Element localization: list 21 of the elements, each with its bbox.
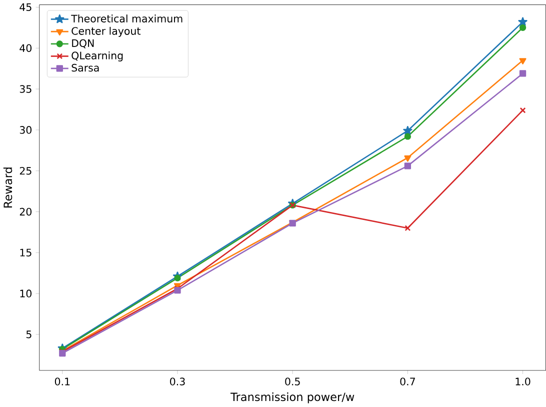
x-tick-label: 0.7 xyxy=(400,378,415,386)
y-tick-label: 10 xyxy=(20,290,32,298)
x-tick-label: 0.5 xyxy=(285,378,300,386)
legend-label: Center layout xyxy=(72,27,140,37)
y-tick-label: 45 xyxy=(20,4,32,12)
y-tick-label: 5 xyxy=(26,330,32,338)
y-tick-label: 15 xyxy=(20,248,32,257)
x-tick-label: 0.1 xyxy=(54,378,70,386)
y-tick-label: 35 xyxy=(20,85,32,94)
y-tick-label: 25 xyxy=(20,167,32,175)
legend-label: QLearning xyxy=(72,52,123,62)
y-tick-label: 30 xyxy=(20,126,32,134)
x-axis-title: Transmission power/w xyxy=(230,392,354,404)
y-tick-label: 20 xyxy=(20,208,32,216)
x-tick-label: 1.0 xyxy=(516,378,530,386)
y-axis-title: Reward xyxy=(3,168,12,208)
legend-label: DQN xyxy=(72,39,94,48)
legend-label: Theoretical maximum xyxy=(71,14,182,23)
x-tick-label: 0.3 xyxy=(170,378,185,386)
y-tick-label: 40 xyxy=(20,44,32,52)
legend-label: Sarsa xyxy=(72,64,99,72)
